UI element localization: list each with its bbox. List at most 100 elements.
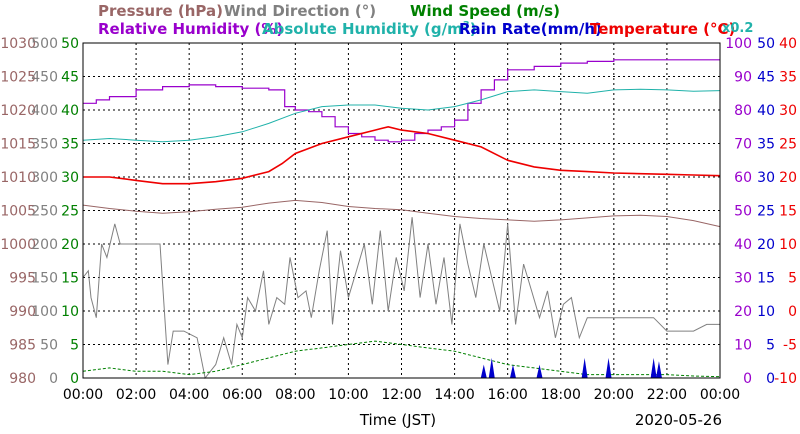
y-tick-wind-speed: 5 [70, 338, 79, 354]
x-axis-label: Time (JST) [359, 411, 436, 429]
y-tick-wind-speed: 50 [61, 36, 79, 52]
y-tick-relative-humidity: 40 [734, 237, 752, 253]
y-tick-wind-speed: 10 [61, 304, 79, 320]
x-tick-label: 12:00 [381, 387, 421, 403]
y-tick-relative-humidity: 90 [734, 70, 752, 86]
y-tick-rain-rate: 5 [766, 338, 775, 354]
x-tick-label: 22:00 [647, 387, 687, 403]
y-tick-relative-humidity: 100 [725, 36, 752, 52]
legend-temperature: Temperature (°C) [590, 20, 735, 38]
y-tick-wind-direction: 500 [31, 36, 58, 52]
x-tick-label: 02:00 [116, 387, 156, 403]
x-tick-label: 04:00 [169, 387, 209, 403]
plot-axes: 9809859909951000100510101015102010251030… [0, 36, 797, 403]
y-tick-temperature: 15 [779, 204, 797, 220]
y-tick-temperature: 0 [788, 304, 797, 320]
series-wind-direction [82, 217, 720, 380]
y-tick-relative-humidity: 80 [734, 103, 752, 119]
x-tick-label: 16:00 [487, 387, 527, 403]
y-tick-pressure: 1030 [0, 36, 36, 52]
y-tick-wind-speed: 40 [61, 103, 79, 119]
rain-rate-spike [650, 357, 657, 378]
series-pressure-hpa [82, 199, 721, 228]
rain-rate-spike [509, 364, 516, 378]
plot-series [82, 59, 721, 380]
series-temperature-c [83, 125, 721, 185]
y-tick-pressure: 980 [9, 371, 36, 387]
y-tick-pressure: 1015 [0, 137, 36, 153]
y-tick-temperature: 5 [788, 271, 797, 287]
svg-text:Absolute Humidity (g/m3): Absolute Humidity (g/m3) [262, 20, 477, 38]
rain-rate-spike [480, 364, 487, 378]
y-tick-rain-rate: 40 [757, 103, 775, 119]
legend-relative-humidity: Relative Humidity (%) [98, 20, 283, 38]
y-tick-pressure: 990 [9, 304, 36, 320]
y-tick-relative-humidity: 0 [743, 371, 752, 387]
y-tick-temperature: 35 [779, 70, 797, 86]
series-absolute-humidity-g-m [82, 88, 721, 143]
y-tick-wind-speed: 20 [61, 237, 79, 253]
x-tick-label: 08:00 [275, 387, 315, 403]
plot-frame [82, 42, 721, 379]
y-tick-wind-speed: 25 [61, 204, 79, 220]
y-tick-wind-direction: 150 [31, 271, 58, 287]
series-wind-speed-m-s [82, 340, 721, 378]
y-tick-pressure: 1025 [0, 70, 36, 86]
y-tick-wind-direction: 0 [49, 371, 58, 387]
y-tick-wind-speed: 45 [61, 70, 79, 86]
y-tick-wind-direction: 250 [31, 204, 58, 220]
y-tick-relative-humidity: 50 [734, 204, 752, 220]
y-tick-relative-humidity: 20 [734, 304, 752, 320]
rain-rate-spike [488, 357, 495, 378]
x-tick-label: 00:00 [700, 387, 740, 403]
x-tick-label: 06:00 [222, 387, 262, 403]
y-tick-wind-speed: 30 [61, 170, 79, 186]
y-tick-pressure: 985 [9, 338, 36, 354]
y-tick-pressure: 1010 [0, 170, 36, 186]
x-tick-label: 00:00 [63, 387, 103, 403]
y-tick-rain-rate: 15 [757, 271, 775, 287]
rain-rate-spike [581, 357, 588, 378]
y-tick-rain-rate: 0 [766, 371, 775, 387]
y-tick-rain-rate: 30 [757, 170, 775, 186]
rain-rate-spike [536, 364, 543, 378]
series-relative-humidity [83, 59, 720, 143]
y-tick-pressure: 1005 [0, 204, 36, 220]
y-tick-pressure: 995 [9, 271, 36, 287]
rain-rate-spike [605, 357, 612, 378]
y-tick-wind-direction: 100 [31, 304, 58, 320]
y-tick-relative-humidity: 60 [734, 170, 752, 186]
y-tick-relative-humidity: 10 [734, 338, 752, 354]
y-tick-wind-direction: 50 [40, 338, 58, 354]
legend-header: Pressure (hPa) Wind Direction (°) Wind S… [98, 2, 753, 38]
y-tick-wind-direction: 200 [31, 237, 58, 253]
plot-grid [82, 42, 721, 379]
legend-rain-rate: Rain Rate(mm/h) [459, 20, 602, 38]
y-tick-temperature: 10 [779, 237, 797, 253]
x-tick-label: 14:00 [434, 387, 474, 403]
x-tick-label: 10:00 [328, 387, 368, 403]
y-tick-relative-humidity: 30 [734, 271, 752, 287]
y-tick-rain-rate: 10 [757, 304, 775, 320]
y-tick-temperature: -10 [774, 371, 797, 387]
y-tick-wind-direction: 450 [31, 70, 58, 86]
legend-pressure: Pressure (hPa) [98, 2, 223, 20]
legend-scale-note: x0.2 [722, 21, 753, 36]
rain-rate-spike [655, 361, 662, 378]
y-tick-temperature: 25 [779, 137, 797, 153]
y-tick-relative-humidity: 70 [734, 137, 752, 153]
y-tick-rain-rate: 45 [757, 70, 775, 86]
y-tick-pressure: 1000 [0, 237, 36, 253]
y-tick-temperature: -5 [783, 338, 797, 354]
y-tick-wind-speed: 0 [70, 371, 79, 387]
x-tick-label: 20:00 [594, 387, 634, 403]
legend-wind-direction: Wind Direction (°) [224, 2, 376, 20]
y-tick-rain-rate: 25 [757, 204, 775, 220]
y-tick-temperature: 20 [779, 170, 797, 186]
y-tick-rain-rate: 50 [757, 36, 775, 52]
y-tick-temperature: 30 [779, 103, 797, 119]
legend-wind-speed: Wind Speed (m/s) [410, 2, 560, 20]
date-label: 2020-05-26 [635, 411, 722, 429]
x-tick-label: 18:00 [541, 387, 581, 403]
